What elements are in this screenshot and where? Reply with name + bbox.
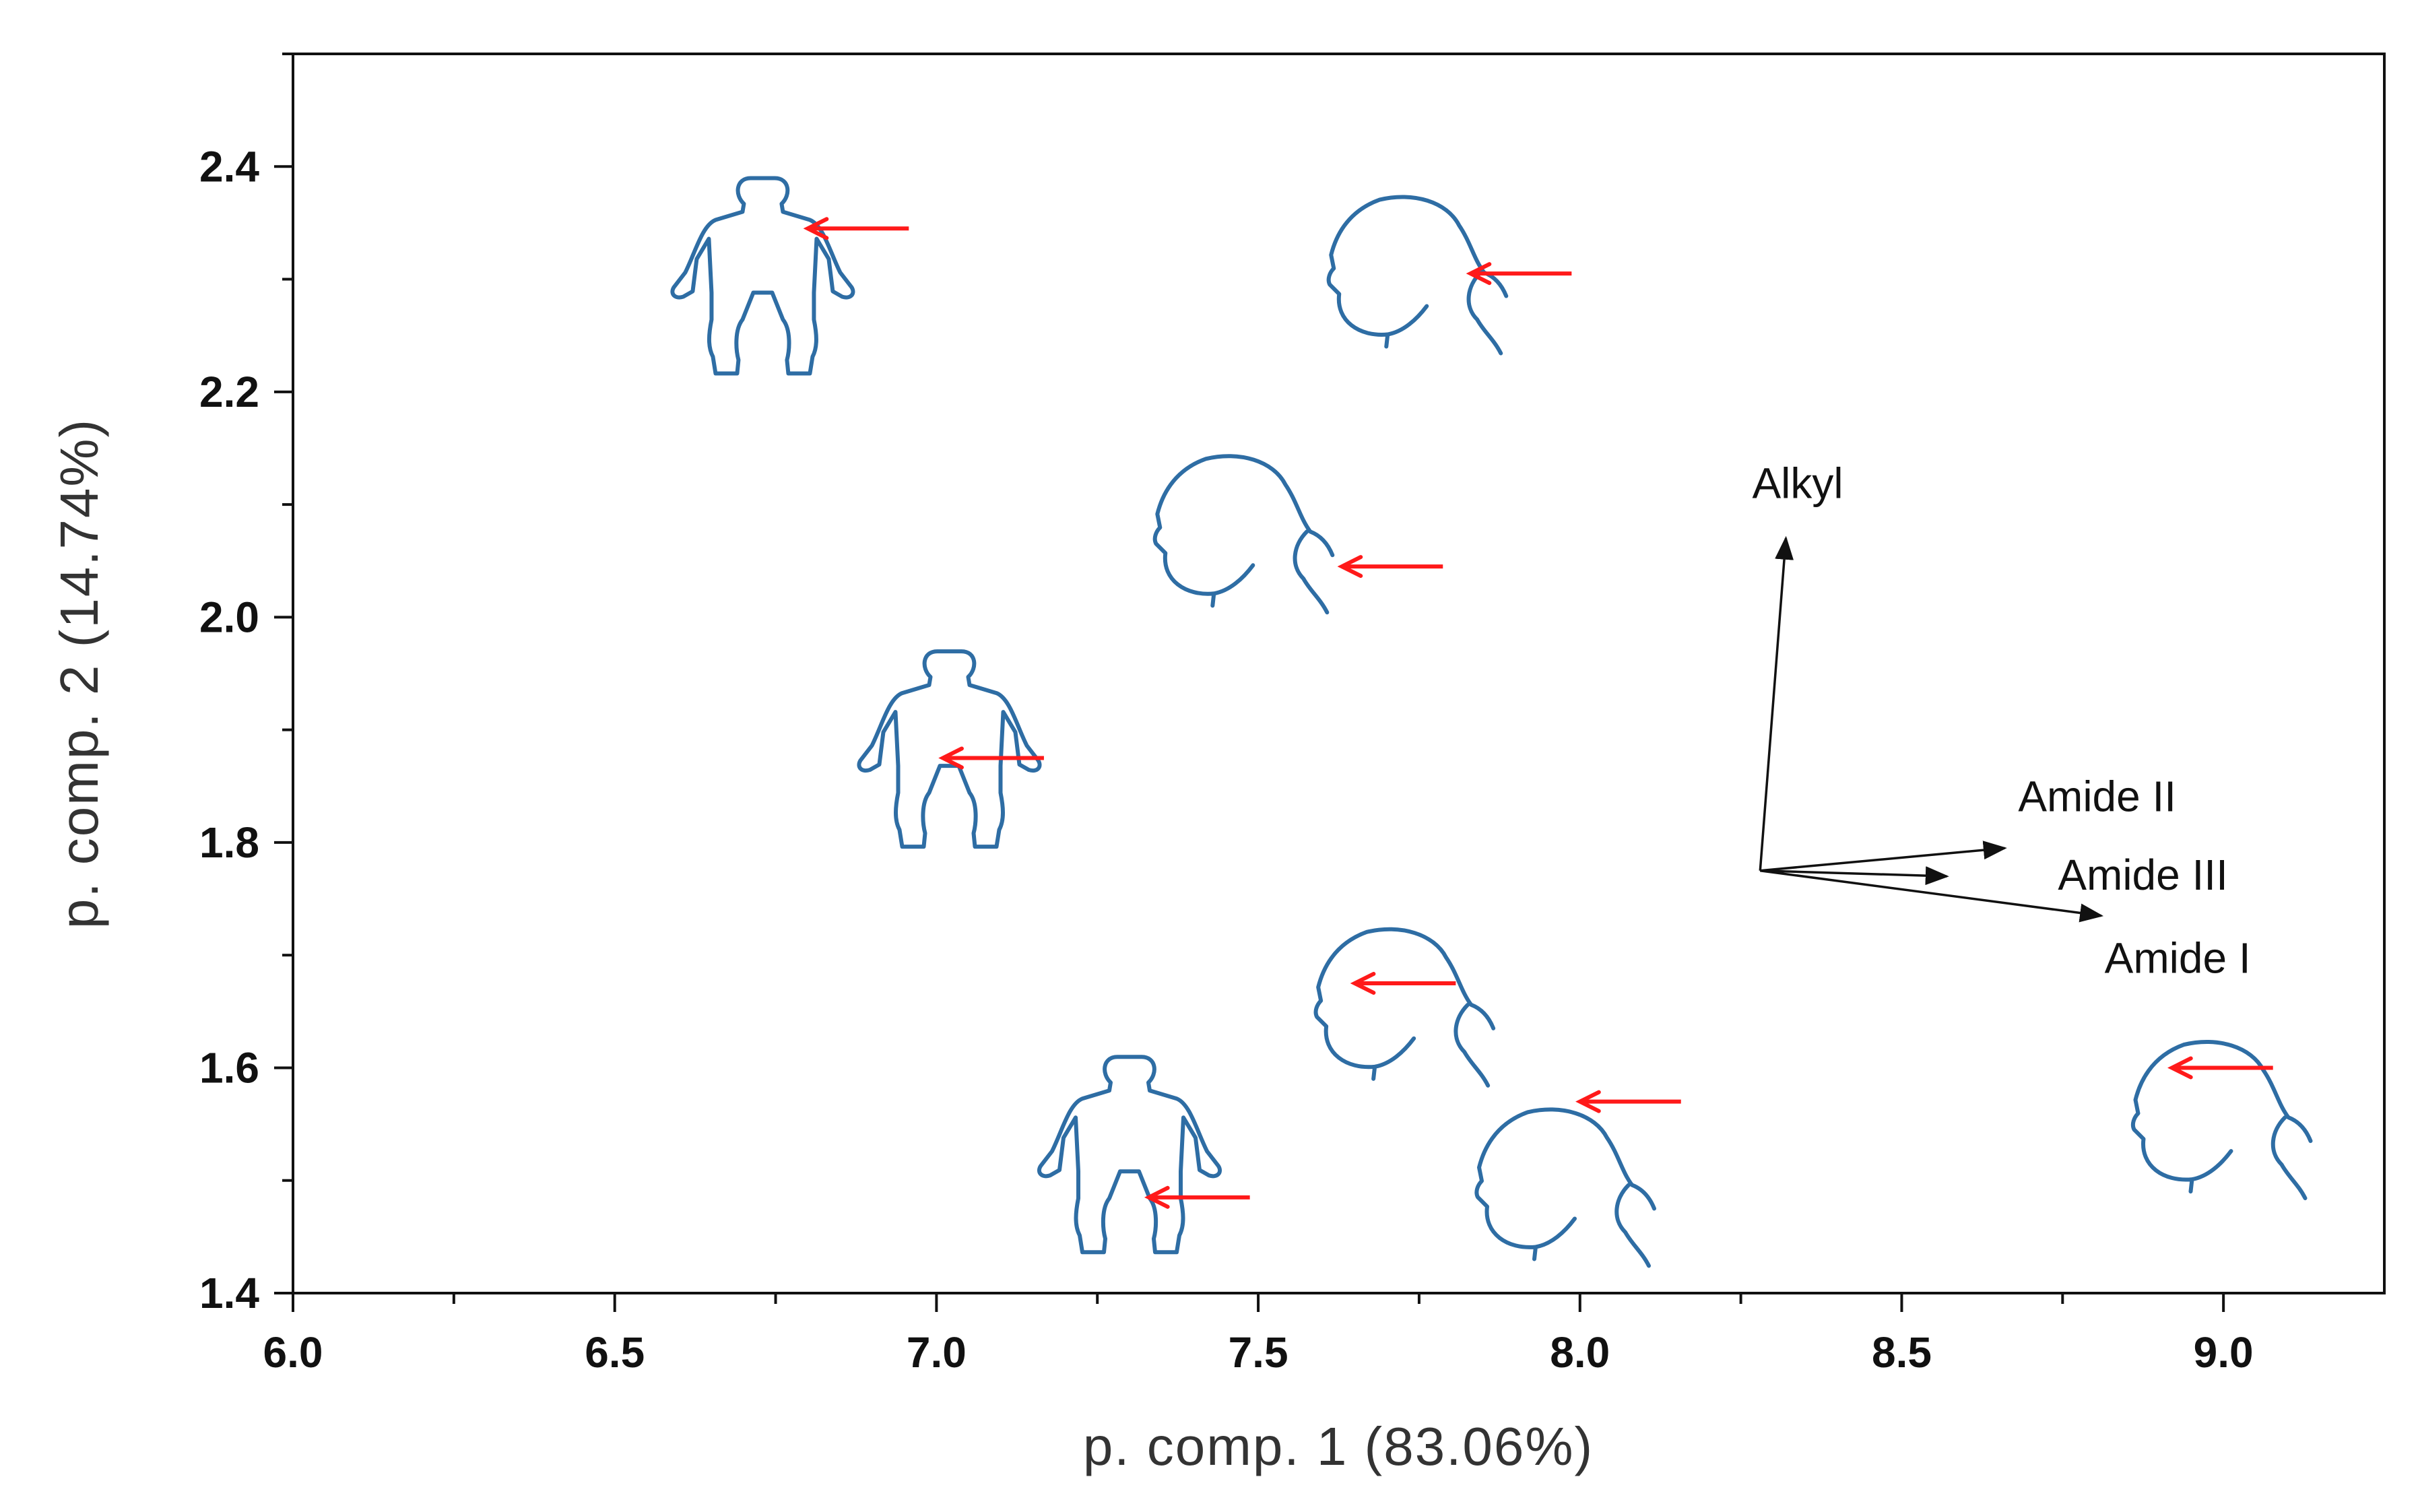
y-tick-label: 2.0 [199,593,259,641]
head-icon [2130,1040,2313,1201]
sample-points [670,176,2313,1268]
location-arrow-icon [938,746,1044,770]
x-tick-label: 8.0 [1550,1328,1610,1377]
x-tick-label: 9.0 [2194,1328,2254,1377]
x-axis-label: p. comp. 1 (83.06%) [1083,1416,1594,1476]
y-axis-label: p. comp. 2 (14.74%) [49,418,109,929]
y-tick-label: 2.2 [199,368,259,416]
loading-vector [1760,869,2104,923]
x-axis: 6.0 6.5 7.0 7.5 8.0 8.5 9.0 [263,1293,2254,1377]
loading-label: Amide II [2018,772,2176,820]
body-icon [670,176,855,376]
loading-vector [1760,866,1949,886]
location-arrow-icon [2167,1056,2273,1080]
x-tick-label: 7.0 [907,1328,967,1377]
head-icon [1326,195,1509,356]
x-tick-label: 7.5 [1229,1328,1288,1377]
y-tick-label: 2.4 [199,142,259,191]
location-arrow-icon [1575,1090,1681,1113]
location-arrow-icon [1350,972,1456,995]
location-arrow-icon [1466,262,1572,286]
head-icon [1152,454,1335,615]
loading-label: Alkyl [1752,459,1843,507]
x-tick-label: 8.5 [1872,1328,1932,1377]
location-arrow-icon [1144,1185,1250,1209]
location-arrow-icon [803,217,909,240]
head-icon [1474,1107,1656,1268]
y-axis: 1.4 1.6 1.8 2.0 2.2 2.4 [199,53,293,1317]
loading-vectors: Alkyl Amide II Amide III Amide I [1752,459,2250,982]
loading-label: Amide I [2105,934,2251,983]
loading-vector [1759,535,1794,871]
loading-vector [1760,841,2007,872]
x-tick-label: 6.0 [263,1328,323,1377]
body-icon [1037,1055,1222,1255]
x-tick-label: 6.5 [585,1328,645,1377]
head-icon [1313,927,1496,1088]
y-tick-label: 1.8 [199,818,259,867]
plot-area [292,53,2386,1294]
y-tick-label: 1.4 [199,1269,259,1317]
location-arrow-icon [1337,555,1443,579]
y-tick-label: 1.6 [199,1043,259,1092]
body-icon [857,649,1042,849]
loading-label: Amide III [2058,851,2228,899]
